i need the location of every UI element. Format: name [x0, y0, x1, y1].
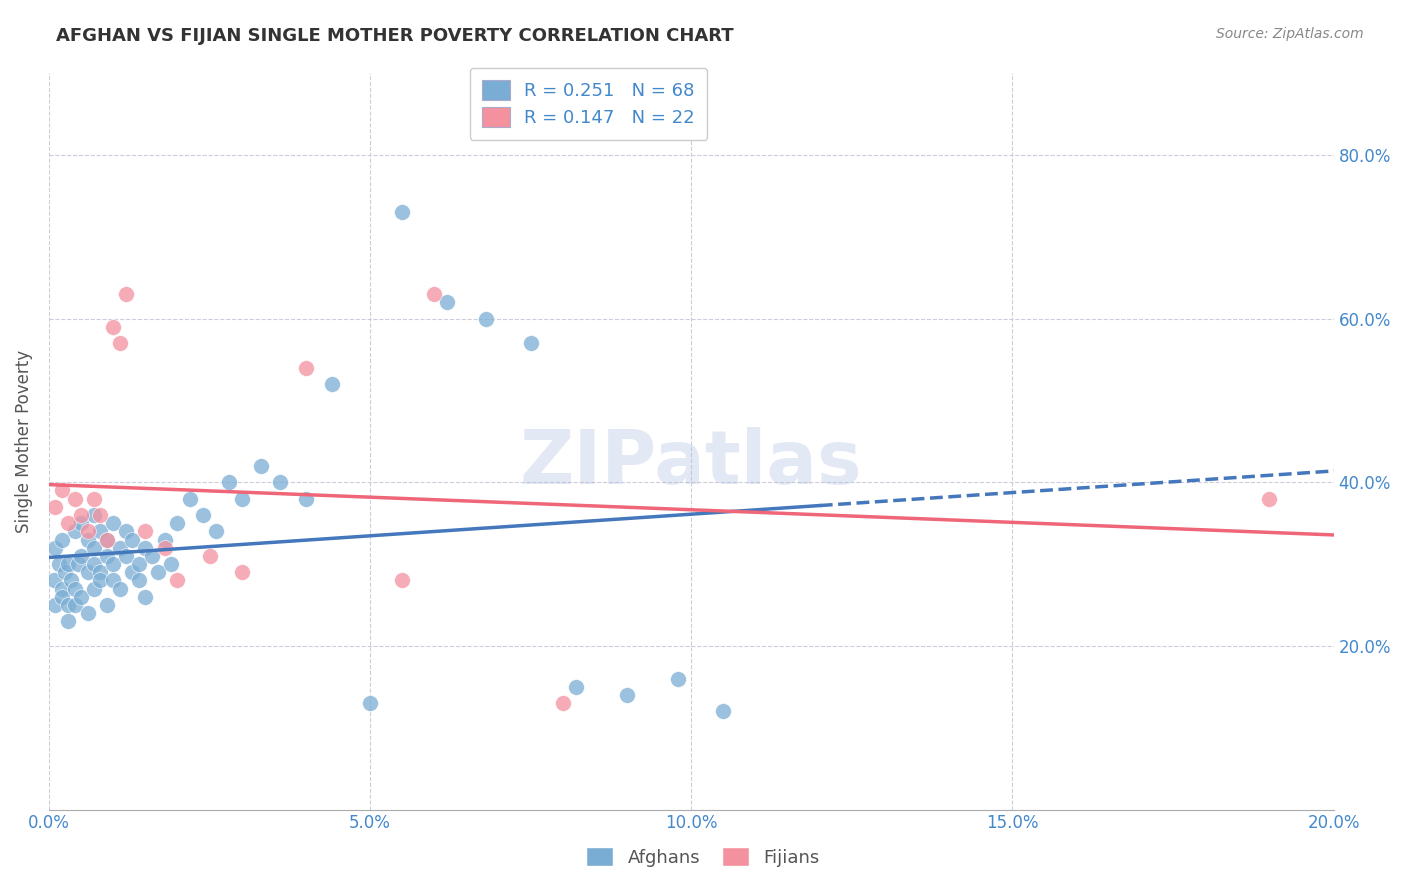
Point: [58, 516, 80, 531]
Point: [51, 590, 73, 604]
Point: [115, 549, 138, 563]
Point: [70, 549, 93, 563]
Point: [58, 557, 80, 571]
Point: [63, 598, 86, 612]
Point: [295, 360, 318, 375]
Point: [108, 541, 131, 555]
Point: [83, 557, 105, 571]
Point: [231, 491, 253, 506]
Point: [231, 566, 253, 580]
Point: [153, 541, 176, 555]
Point: [160, 557, 183, 571]
Point: [70, 590, 93, 604]
Point: [60, 574, 83, 588]
Point: [51, 582, 73, 596]
Point: [76, 566, 98, 580]
Point: [63, 524, 86, 539]
Point: [551, 696, 574, 710]
Point: [115, 524, 138, 539]
Point: [48, 557, 70, 571]
Point: [321, 377, 343, 392]
Point: [89, 574, 111, 588]
Text: AFGHAN VS FIJIAN SINGLE MOTHER POVERTY CORRELATION CHART: AFGHAN VS FIJIAN SINGLE MOTHER POVERTY C…: [56, 27, 734, 45]
Point: [83, 508, 105, 522]
Point: [166, 574, 188, 588]
Point: [44, 500, 66, 514]
Point: [103, 319, 125, 334]
Text: Source: ZipAtlas.com: Source: ZipAtlas.com: [1216, 27, 1364, 41]
Point: [66, 557, 89, 571]
Point: [83, 541, 105, 555]
Point: [58, 615, 80, 629]
Point: [44, 541, 66, 555]
Point: [58, 598, 80, 612]
Point: [83, 491, 105, 506]
Point: [391, 574, 413, 588]
Point: [108, 582, 131, 596]
Point: [564, 680, 586, 694]
Point: [63, 582, 86, 596]
Point: [128, 574, 150, 588]
Point: [179, 491, 201, 506]
Point: [474, 311, 496, 326]
Point: [53, 566, 76, 580]
Point: [76, 533, 98, 547]
Point: [295, 491, 318, 506]
Point: [141, 549, 163, 563]
Point: [121, 533, 143, 547]
Point: [205, 524, 228, 539]
Point: [134, 590, 156, 604]
Point: [153, 533, 176, 547]
Point: [269, 475, 291, 490]
Point: [70, 508, 93, 522]
Legend: R = 0.251   N = 68, R = 0.147   N = 22: R = 0.251 N = 68, R = 0.147 N = 22: [470, 68, 707, 140]
Point: [103, 574, 125, 588]
Point: [134, 524, 156, 539]
Point: [668, 672, 690, 686]
Point: [250, 458, 273, 473]
Point: [134, 541, 156, 555]
Point: [42, 574, 65, 588]
Point: [96, 598, 118, 612]
Point: [103, 516, 125, 531]
Legend: Afghans, Fijians: Afghans, Fijians: [579, 840, 827, 874]
Point: [436, 295, 458, 310]
Point: [218, 475, 240, 490]
Point: [108, 336, 131, 351]
Point: [713, 704, 735, 718]
Point: [1258, 491, 1281, 506]
Point: [519, 336, 541, 351]
Point: [44, 598, 66, 612]
Point: [128, 557, 150, 571]
Point: [83, 582, 105, 596]
Point: [76, 524, 98, 539]
Point: [198, 549, 221, 563]
Point: [96, 549, 118, 563]
Point: [191, 508, 214, 522]
Point: [70, 516, 93, 531]
Point: [166, 516, 188, 531]
Text: ZIPatlas: ZIPatlas: [520, 427, 863, 500]
Point: [89, 508, 111, 522]
Point: [96, 533, 118, 547]
Point: [359, 696, 381, 710]
Point: [76, 606, 98, 620]
Point: [96, 533, 118, 547]
Point: [89, 524, 111, 539]
Point: [391, 205, 413, 219]
Point: [103, 557, 125, 571]
Point: [51, 483, 73, 498]
Point: [115, 287, 138, 301]
Point: [89, 566, 111, 580]
Point: [423, 287, 446, 301]
Point: [121, 566, 143, 580]
Point: [616, 688, 638, 702]
Point: [146, 566, 169, 580]
Point: [51, 533, 73, 547]
Point: [63, 491, 86, 506]
Y-axis label: Single Mother Poverty: Single Mother Poverty: [15, 350, 32, 533]
